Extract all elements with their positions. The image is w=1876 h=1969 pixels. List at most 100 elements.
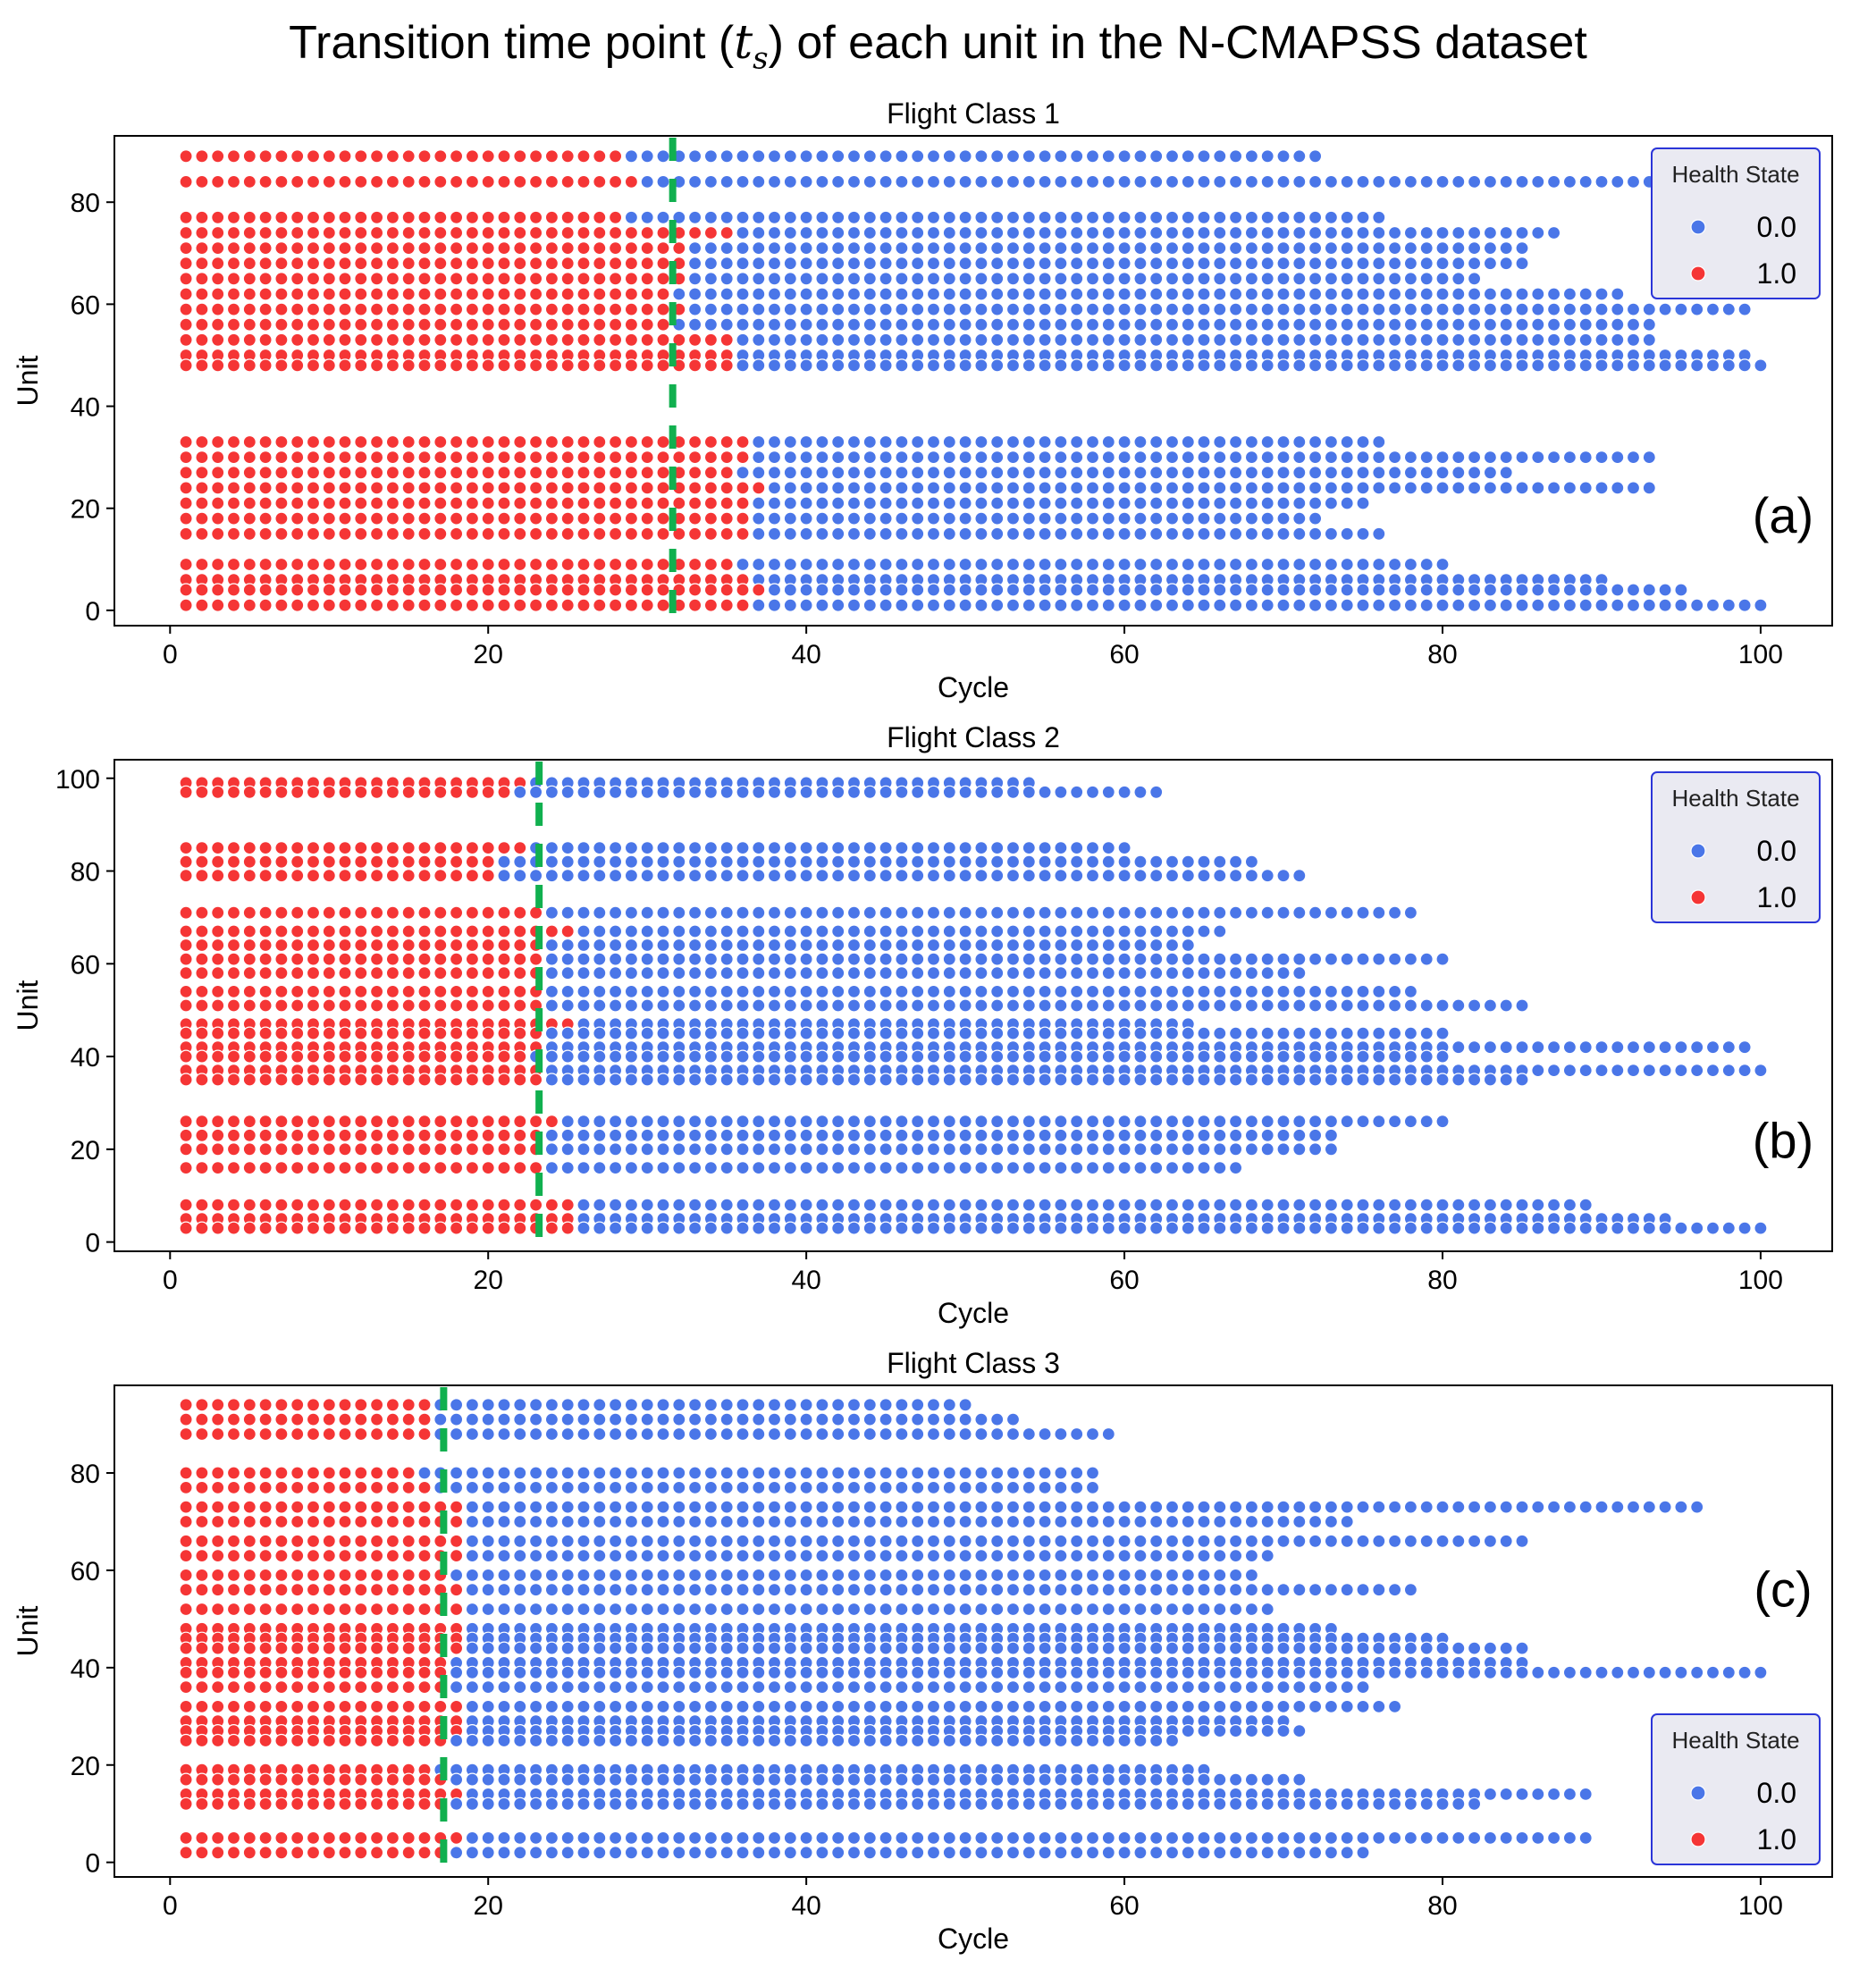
data-point xyxy=(354,905,368,920)
data-point xyxy=(179,257,193,271)
data-point xyxy=(1005,1412,1021,1426)
data-point xyxy=(1165,1583,1180,1597)
data-point xyxy=(719,287,734,301)
data-point xyxy=(370,287,384,301)
data-point xyxy=(703,1198,719,1212)
data-point xyxy=(1085,272,1100,286)
data-point xyxy=(640,1568,654,1583)
data-point xyxy=(513,854,527,869)
data-point xyxy=(1356,225,1370,240)
data-point xyxy=(1546,287,1561,301)
data-point xyxy=(783,998,797,1013)
data-point xyxy=(1022,526,1036,541)
data-point xyxy=(593,998,607,1013)
data-point xyxy=(1054,840,1068,855)
data-point xyxy=(450,840,464,855)
data-point xyxy=(528,210,543,224)
panel-1: Flight Class 10 20 40 60 80 100020406080Cycle… xyxy=(12,97,1833,703)
data-point xyxy=(544,583,559,597)
data-point xyxy=(338,302,352,316)
data-point xyxy=(1276,174,1291,189)
data-point xyxy=(958,272,972,286)
data-point xyxy=(1387,174,1402,189)
data-point xyxy=(1038,785,1052,799)
data-point xyxy=(544,511,559,526)
data-point xyxy=(783,225,797,240)
data-point xyxy=(703,1548,719,1563)
data-point xyxy=(942,1115,956,1129)
data-point xyxy=(958,952,972,966)
data-point xyxy=(450,557,464,572)
data-point xyxy=(401,1534,416,1548)
data-point xyxy=(497,149,511,164)
data-point xyxy=(942,583,956,597)
data-point xyxy=(544,225,559,240)
data-point xyxy=(1260,317,1275,332)
data-point xyxy=(1292,598,1307,612)
data-point xyxy=(1165,287,1180,301)
data-point xyxy=(1356,1534,1370,1548)
data-point xyxy=(831,1583,845,1597)
data-point xyxy=(990,1583,1005,1597)
data-point xyxy=(687,583,702,597)
data-point xyxy=(1117,526,1131,541)
data-point xyxy=(687,450,702,465)
data-point xyxy=(417,1221,432,1235)
y-tick-label: 20 xyxy=(71,1136,100,1165)
data-point xyxy=(1165,241,1180,256)
data-point xyxy=(450,938,464,953)
data-point xyxy=(879,511,893,526)
data-point xyxy=(1085,1602,1100,1617)
data-point xyxy=(942,1500,956,1514)
data-point xyxy=(767,1568,782,1583)
data-point xyxy=(1356,241,1370,256)
data-point xyxy=(401,287,416,301)
data-point xyxy=(258,496,273,510)
data-point xyxy=(1101,966,1115,980)
data-point xyxy=(640,302,654,316)
data-point xyxy=(1197,257,1211,271)
data-point xyxy=(672,905,686,920)
data-point xyxy=(1260,1514,1275,1529)
data-point xyxy=(862,1160,877,1175)
data-point xyxy=(942,257,956,271)
data-point xyxy=(528,952,543,966)
data-point xyxy=(513,434,527,450)
data-point xyxy=(322,1514,336,1529)
data-point xyxy=(179,1221,193,1235)
data-point xyxy=(242,1426,257,1442)
data-point xyxy=(1308,1026,1323,1040)
data-point xyxy=(1451,317,1466,332)
data-point xyxy=(1546,302,1561,316)
data-point xyxy=(1005,1480,1021,1495)
data-point xyxy=(656,225,670,240)
data-point xyxy=(1054,785,1068,799)
data-point xyxy=(242,272,257,286)
data-point xyxy=(576,1160,591,1175)
data-point xyxy=(608,1480,623,1495)
data-point xyxy=(895,998,909,1013)
data-point xyxy=(752,149,766,164)
data-point xyxy=(242,1583,257,1597)
data-point xyxy=(1197,272,1211,286)
data-point xyxy=(1038,1548,1052,1563)
data-point xyxy=(640,952,654,966)
data-point xyxy=(1562,1198,1577,1212)
data-point xyxy=(974,1142,988,1157)
data-point xyxy=(242,257,257,271)
data-point xyxy=(783,450,797,465)
data-point xyxy=(544,1412,559,1426)
data-point xyxy=(815,1583,829,1597)
data-point xyxy=(640,1049,654,1064)
data-point xyxy=(1085,287,1100,301)
data-point xyxy=(1070,466,1084,480)
data-point xyxy=(1387,257,1402,271)
data-point xyxy=(862,1568,877,1583)
data-point xyxy=(767,1500,782,1514)
data-point xyxy=(560,174,575,189)
data-point xyxy=(179,1480,193,1495)
data-point xyxy=(974,924,988,938)
data-point xyxy=(481,905,495,920)
data-point xyxy=(576,1568,591,1583)
data-point xyxy=(1690,1500,1704,1514)
